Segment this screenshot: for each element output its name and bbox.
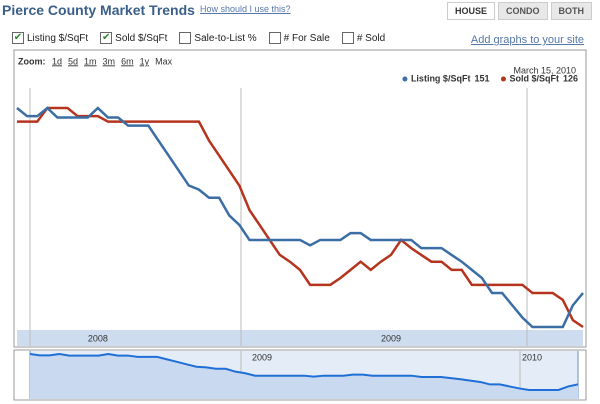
add-graphs-link[interactable]: Add graphs to your site [470,34,584,46]
legend-entry: Listing $/SqFt [411,73,471,83]
navigator-line [29,352,579,391]
series-line [17,106,584,329]
x-axis-band [17,330,583,346]
checkbox-label: # For Sale [283,32,330,44]
checkbox[interactable]: Sale-to-List % [179,32,257,44]
help-link[interactable]: How should I use this? [200,4,291,14]
x-tick-label: 2008 [88,333,108,343]
zoom-option[interactable]: 1y [140,56,150,66]
zoom-option[interactable]: Max [155,56,173,66]
chart-frame [13,49,587,348]
checkbox[interactable]: # For Sale [268,32,330,44]
legend-entry: Sold $/SqFt [509,73,559,83]
legend-marker [402,76,408,82]
zoom-option[interactable]: 6m [121,56,134,66]
tabs: HOUSE CONDO BOTH [446,2,592,20]
checkbox-label: # Sold [356,32,386,44]
checkbox-box[interactable] [268,32,281,44]
tab[interactable]: HOUSE [446,2,495,20]
checkbox[interactable]: ✔ Sold $/SqFt [100,32,167,44]
checkbox-label: Sold $/SqFt [115,32,168,44]
zoom-label: Zoom: [18,56,46,66]
legend-marker [500,76,506,82]
navigator-label: 2010 [522,352,542,362]
legend-value: 126 [563,73,578,83]
checkbox[interactable]: # Sold [341,32,386,44]
zoom-option[interactable]: 3m [103,56,116,66]
checkboxes: ✔ Listing $/SqFt ✔ Sold $/SqFt Sale-to-List … [12,32,385,44]
checkbox-label: Listing $/SqFt [27,32,89,44]
series-line [16,106,584,329]
checkbox[interactable]: ✔ Listing $/SqFt [12,32,88,44]
zoom-option[interactable]: 5d [68,56,78,66]
checkbox-label: Sale-to-List % [194,32,257,44]
x-tick-label: 2009 [381,333,401,343]
checkbox-box[interactable]: ✔ [12,32,24,44]
date-label: March 15, 2010 [513,65,576,75]
zoom-option[interactable]: 1d [52,56,62,66]
tab[interactable]: BOTH [550,2,592,20]
zoom-option[interactable]: 1m [84,56,97,66]
page-title: Pierce County Market Trends [2,2,195,18]
tab[interactable]: CONDO [498,2,548,20]
checkbox-box[interactable] [179,32,192,44]
checkbox-box[interactable] [341,32,354,44]
legend-value: 151 [474,73,489,83]
checkbox-box[interactable]: ✔ [100,32,113,44]
navigator-label: 2009 [252,352,272,362]
